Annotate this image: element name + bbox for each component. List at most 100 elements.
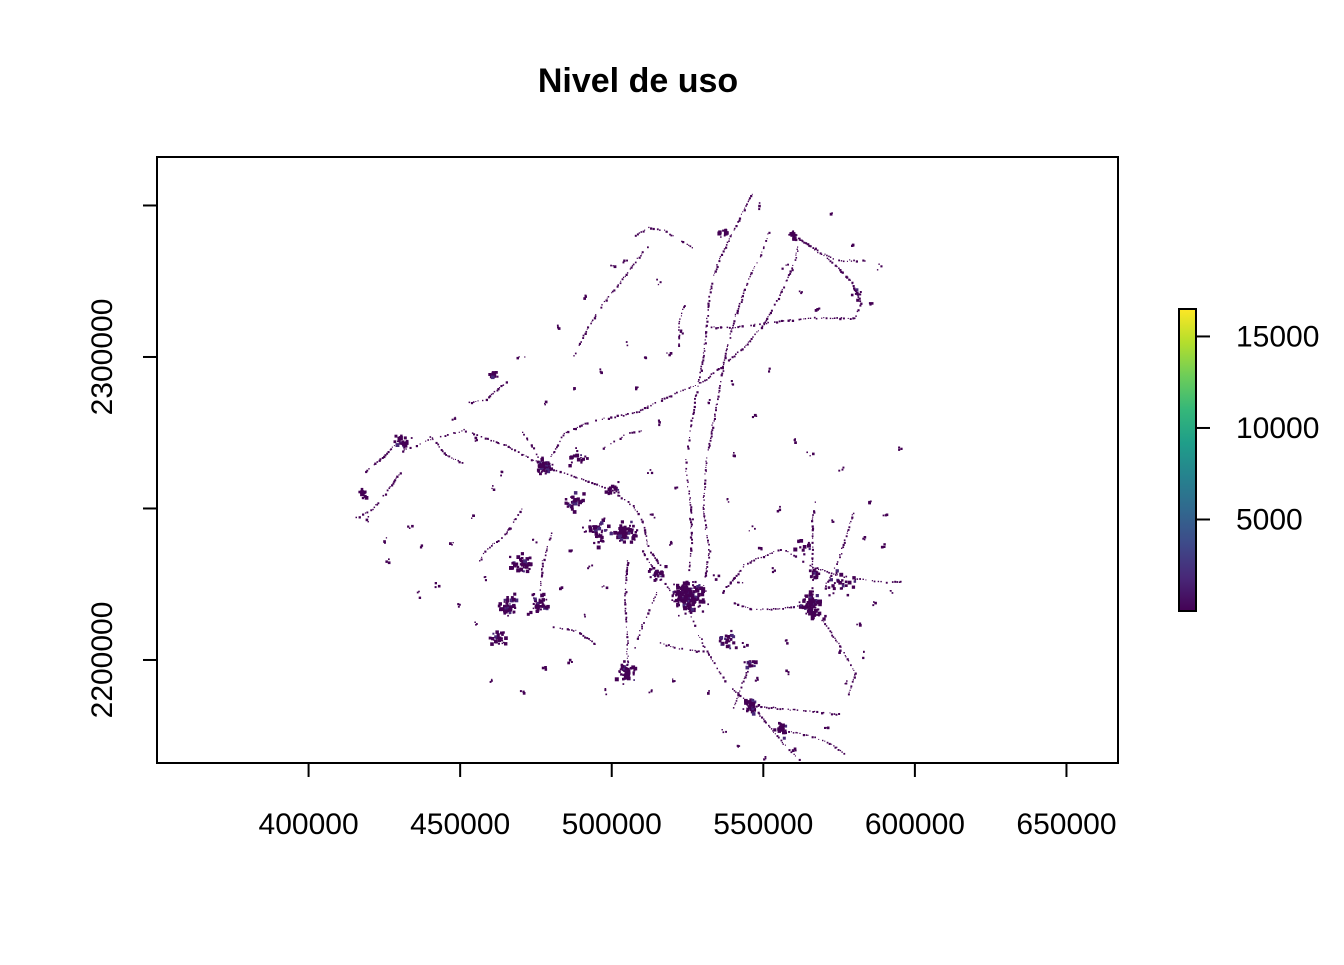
- raster-cell: [418, 596, 422, 599]
- raster-cell: [705, 379, 708, 381]
- raster-cell: [774, 707, 777, 709]
- raster-cell: [756, 331, 758, 333]
- raster-cell: [855, 288, 859, 292]
- raster-cell: [703, 504, 705, 506]
- raster-cell: [852, 285, 855, 288]
- raster-cell: [514, 598, 519, 603]
- raster-cell: [833, 567, 836, 569]
- raster-cell: [632, 505, 635, 507]
- raster-cell: [814, 567, 817, 570]
- raster-cell: [710, 287, 713, 290]
- raster-cell: [730, 629, 733, 633]
- raster-cell: [617, 491, 620, 494]
- raster-cell: [372, 508, 374, 511]
- raster-cell: [755, 558, 757, 560]
- raster-cell: [633, 666, 638, 671]
- raster-cell: [653, 554, 655, 557]
- raster-cell: [741, 298, 744, 301]
- raster-cell: [627, 660, 629, 662]
- raster-cell: [787, 671, 790, 674]
- raster-cell: [699, 586, 703, 591]
- raster-cell: [736, 697, 738, 700]
- raster-cell: [444, 435, 447, 437]
- raster-cell: [744, 676, 747, 679]
- raster-cell: [643, 407, 646, 410]
- raster-cell: [800, 292, 803, 295]
- raster-cell: [405, 441, 409, 445]
- raster-cell: [620, 497, 623, 500]
- raster-cell: [568, 629, 570, 631]
- raster-cell: [588, 565, 591, 568]
- raster-cell: [643, 553, 646, 555]
- raster-cell: [418, 590, 420, 593]
- raster-cell: [617, 494, 620, 497]
- raster-cell: [567, 430, 570, 434]
- raster-cell: [718, 387, 721, 390]
- raster-cell: [676, 585, 680, 590]
- raster-cell: [539, 605, 543, 608]
- raster-cell: [744, 346, 746, 348]
- raster-cell: [512, 597, 516, 602]
- raster-cell: [756, 676, 759, 680]
- raster-cell: [609, 532, 613, 536]
- raster-cell: [811, 736, 814, 739]
- raster-cell: [591, 564, 594, 567]
- raster-cell: [539, 472, 542, 476]
- raster-cell: [748, 199, 750, 201]
- raster-cell: [799, 318, 802, 321]
- raster-cell: [852, 317, 855, 320]
- raster-cell: [797, 250, 799, 252]
- raster-cell: [626, 657, 628, 659]
- raster-cell: [472, 514, 475, 517]
- raster-cell: [671, 595, 674, 598]
- raster-cell: [727, 585, 730, 587]
- raster-cell: [710, 431, 713, 433]
- raster-cell: [366, 511, 369, 514]
- raster-cell: [858, 297, 861, 300]
- raster-cell: [622, 261, 625, 264]
- raster-cell: [690, 512, 693, 514]
- raster-cell: [854, 292, 857, 295]
- raster-cell: [608, 488, 610, 490]
- raster-cell: [673, 590, 677, 593]
- raster-cell: [621, 278, 624, 281]
- raster-cell: [699, 376, 701, 379]
- raster-cell: [810, 615, 813, 618]
- raster-cell: [747, 200, 749, 203]
- raster-cell: [694, 607, 696, 610]
- raster-cell: [541, 562, 544, 565]
- cluster-3: [793, 590, 827, 621]
- raster-cell: [716, 667, 718, 670]
- raster-cell: [580, 424, 583, 427]
- raster-cell: [739, 325, 741, 328]
- raster-cell: [792, 732, 795, 734]
- raster-cell: [747, 562, 749, 565]
- raster-cell: [544, 666, 547, 669]
- raster-cell: [659, 281, 662, 284]
- raster-cell: [859, 291, 862, 293]
- raster-cell: [605, 586, 609, 590]
- raster-cell: [516, 565, 520, 569]
- raster-cell: [794, 441, 797, 444]
- raster-cell: [476, 623, 478, 625]
- raster-cell: [625, 575, 627, 577]
- raster-cell: [795, 731, 797, 734]
- raster-cell: [747, 661, 749, 664]
- raster-cell: [812, 613, 815, 615]
- raster-cell: [795, 254, 797, 256]
- cluster-1: [613, 520, 639, 544]
- cluster-14: [582, 517, 613, 550]
- raster-cell: [773, 728, 777, 732]
- raster-cell: [576, 477, 578, 479]
- raster-cell: [690, 612, 692, 614]
- raster-cell: [541, 568, 543, 570]
- raster-cell: [647, 570, 651, 573]
- raster-cell: [659, 229, 661, 231]
- raster-cell: [710, 432, 713, 435]
- raster-cell: [736, 309, 739, 312]
- raster-cell: [763, 322, 766, 325]
- raster-cell: [635, 534, 638, 538]
- raster-cell: [748, 197, 751, 200]
- raster-cell: [778, 721, 781, 725]
- raster-cell: [743, 288, 746, 291]
